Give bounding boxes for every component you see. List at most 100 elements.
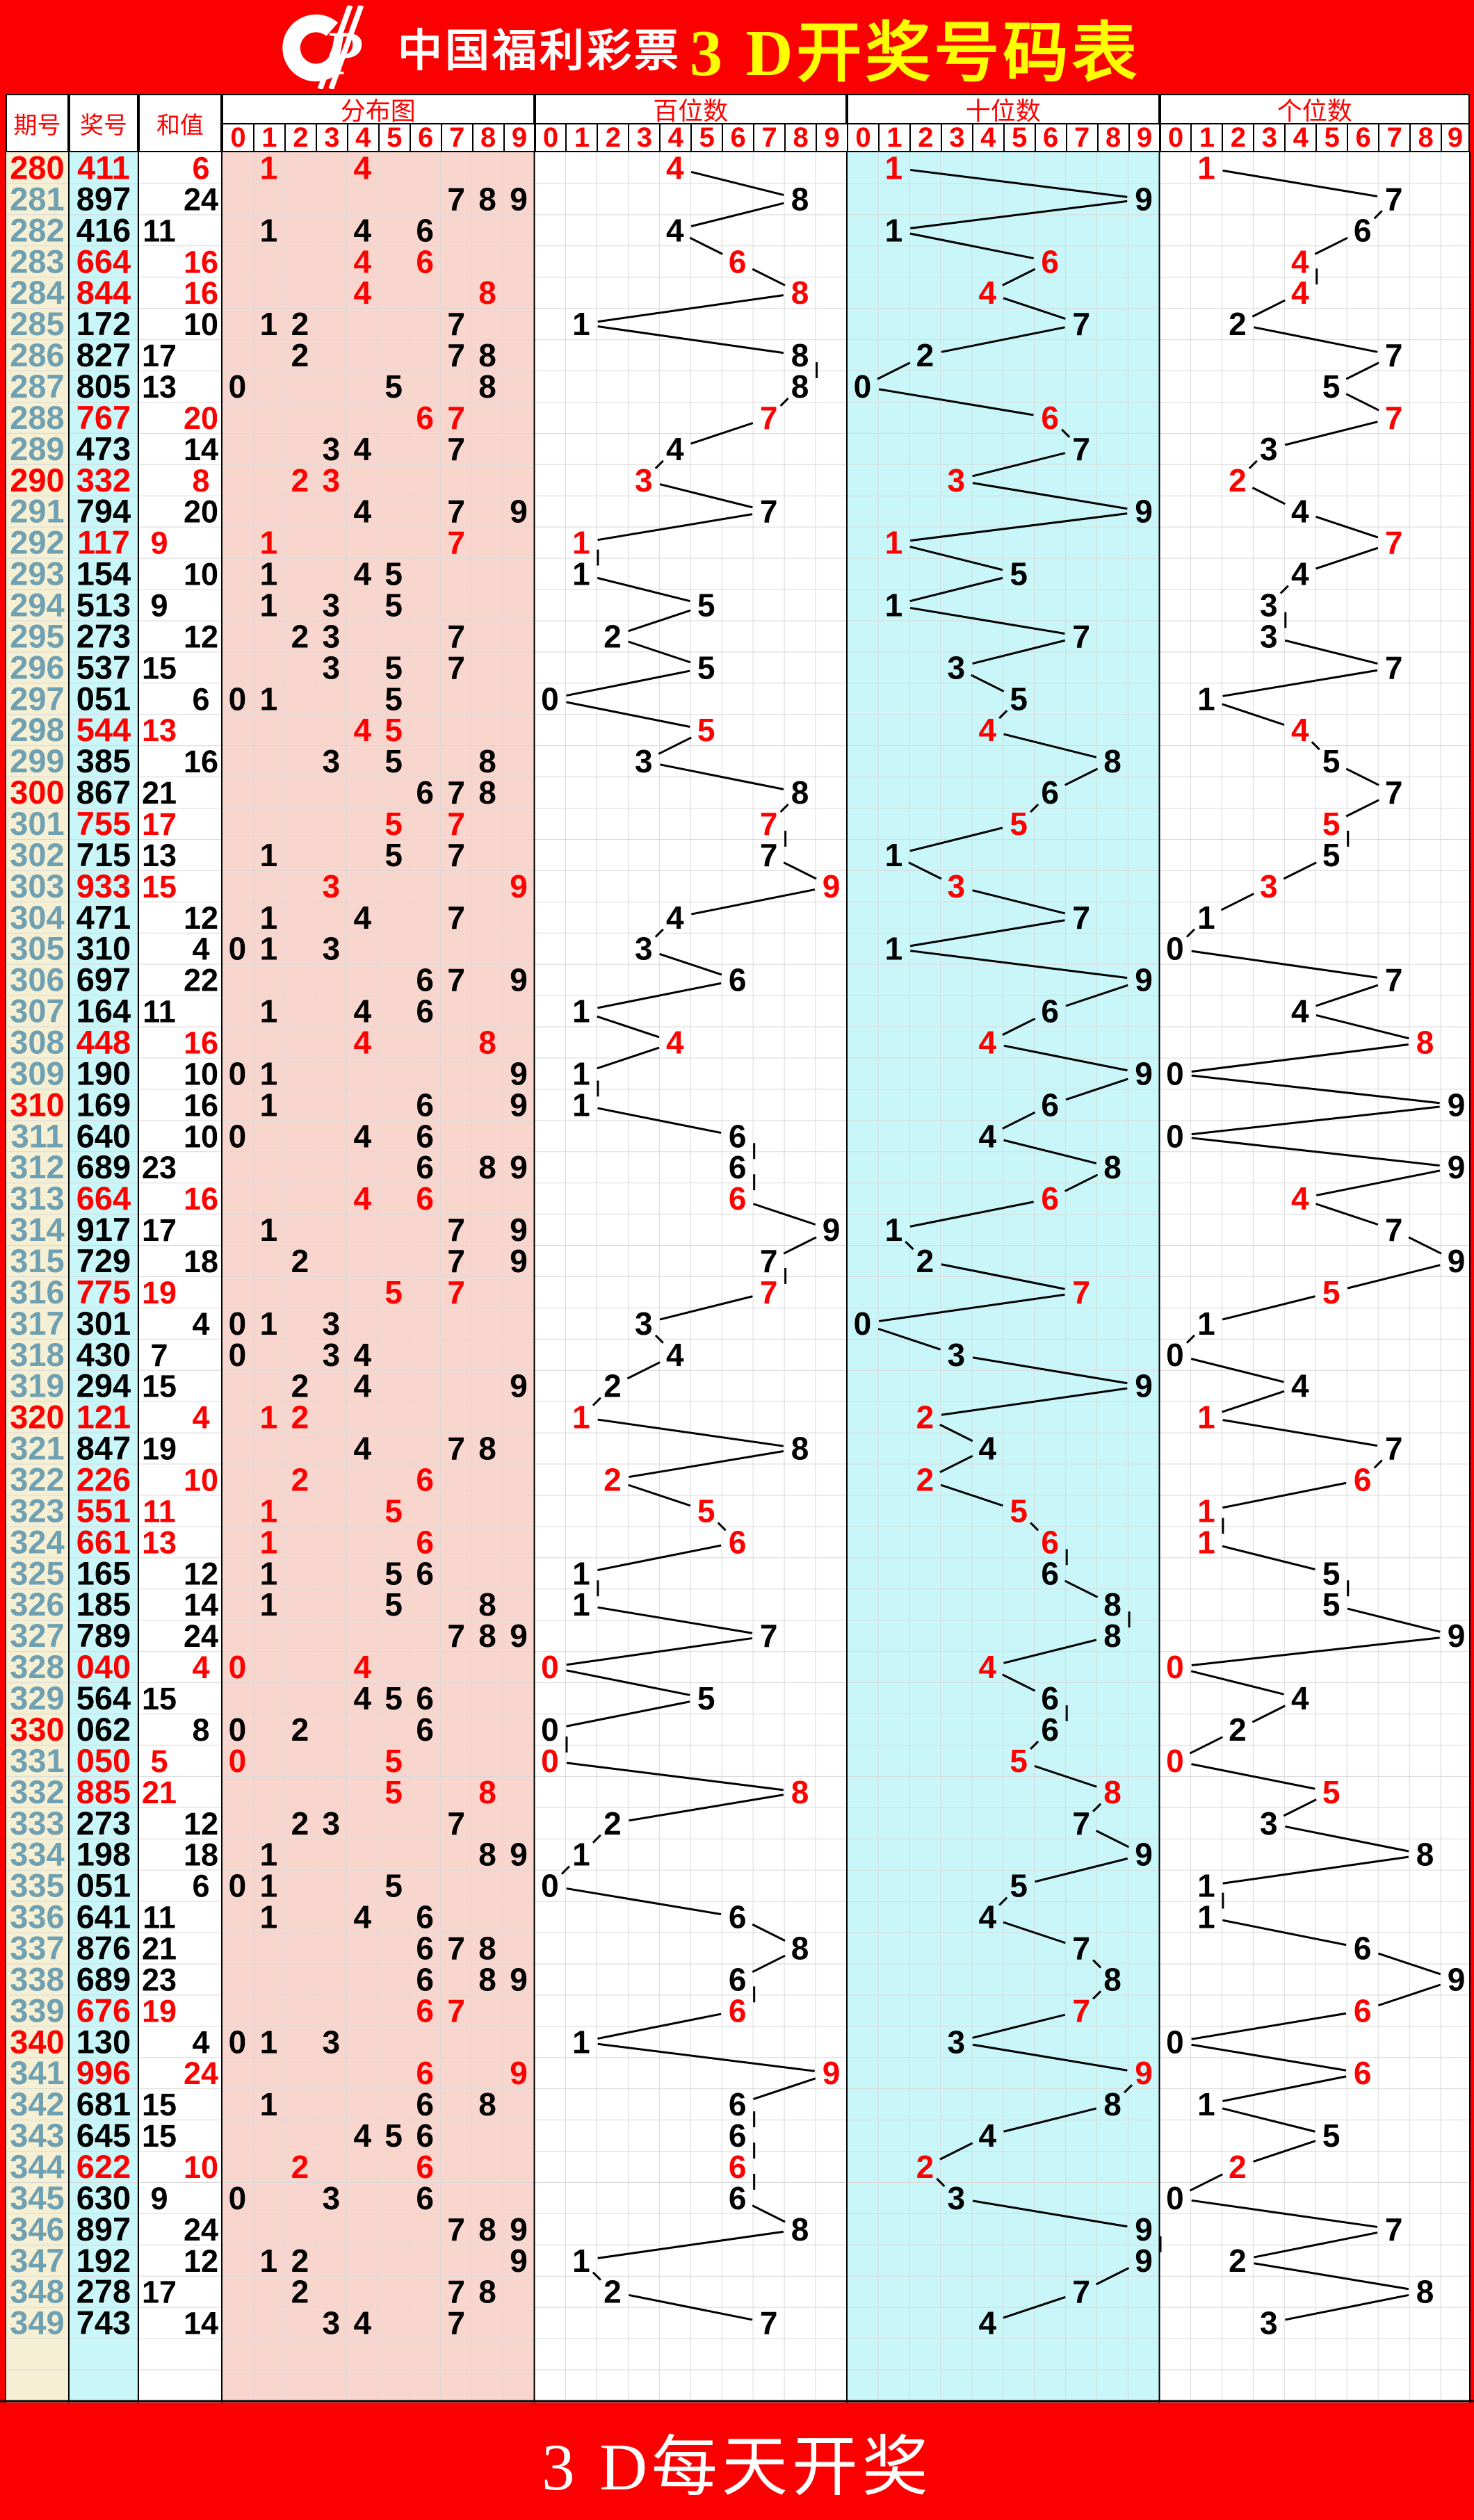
- period-value: 302: [10, 836, 64, 873]
- tens-mark: 3: [948, 649, 966, 685]
- distribution-mark: 1: [260, 900, 278, 936]
- distribution-mark: 6: [416, 1118, 434, 1154]
- distribution-mark: 1: [260, 2024, 278, 2060]
- hundreds-mark: 3: [635, 931, 653, 967]
- period-value: 330: [10, 1711, 64, 1748]
- tens-mark: 4: [978, 1431, 996, 1467]
- sum-value: 10: [184, 307, 218, 342]
- header-section-hundreds: 百位数: [534, 94, 847, 125]
- sum-value: 21: [142, 1775, 177, 1810]
- sum-value: 10: [184, 557, 218, 592]
- distribution-mark: 4: [353, 1431, 371, 1467]
- number-value: 192: [76, 2242, 131, 2279]
- distribution-mark: 4: [353, 152, 371, 186]
- digit-header-2: 2: [1222, 122, 1255, 153]
- distribution-mark: 2: [291, 462, 309, 498]
- units-mark: 8: [1416, 1837, 1434, 1873]
- distribution-mark: 5: [384, 556, 403, 592]
- hundreds-mark: 3: [635, 1306, 653, 1342]
- tens-mark: 9: [1135, 1368, 1153, 1404]
- distribution-mark: 1: [260, 1555, 278, 1591]
- china-welfare-lottery-logo-icon: P: [282, 6, 364, 89]
- sum-value: 12: [184, 900, 218, 936]
- tens-mark: 4: [978, 1025, 996, 1061]
- distribution-mark: 7: [447, 618, 465, 654]
- tens-mark: 3: [948, 2180, 966, 2216]
- period-value: 303: [10, 868, 64, 904]
- distribution-mark: 8: [478, 1586, 496, 1623]
- distribution-mark: 6: [416, 212, 434, 248]
- distribution-mark: 5: [384, 1743, 403, 1779]
- number-value: 040: [76, 1648, 131, 1685]
- distribution-mark: 7: [447, 525, 465, 561]
- distribution-mark: 4: [353, 1899, 371, 1935]
- hundreds-mark: 6: [729, 1118, 747, 1154]
- distribution-mark: 2: [291, 337, 309, 373]
- sum-value: 9: [150, 587, 168, 623]
- hundreds-mark: 8: [791, 774, 809, 811]
- distribution-mark: 9: [510, 1212, 528, 1248]
- hundreds-mark: 2: [604, 618, 622, 654]
- distribution-mark: 5: [384, 2117, 403, 2154]
- distribution-mark: 8: [478, 337, 496, 373]
- digit-header-0: 0: [1159, 122, 1192, 153]
- table-borders: [0, 152, 1474, 2403]
- units-mark: 1: [1197, 1493, 1215, 1529]
- hundreds-mark: 1: [572, 1055, 590, 1091]
- hundreds-mark: 9: [823, 2055, 841, 2091]
- sum-value: 16: [184, 1025, 218, 1061]
- period-value: 282: [10, 211, 64, 248]
- period-value: 314: [10, 1211, 64, 1248]
- number-value: 715: [76, 836, 131, 873]
- distribution-mark: 5: [384, 743, 403, 779]
- left-red-border: [0, 94, 6, 2403]
- distribution-mark: 7: [447, 900, 465, 936]
- distribution-mark: 0: [229, 931, 247, 967]
- sum-value: 19: [142, 1275, 177, 1310]
- period-value: 285: [10, 305, 64, 342]
- period-value: 321: [10, 1430, 64, 1467]
- period-value: 319: [10, 1367, 64, 1404]
- distribution-mark: 2: [291, 1399, 309, 1436]
- distribution-mark: 5: [384, 1868, 403, 1904]
- distribution-mark: 5: [384, 368, 403, 405]
- distribution-mark: 8: [478, 1025, 496, 1061]
- units-mark: 7: [1385, 649, 1403, 685]
- units-mark: 6: [1354, 212, 1372, 248]
- digit-header-9: 9: [1128, 122, 1161, 153]
- distribution-mark: 7: [447, 962, 465, 998]
- tens-mark: 5: [1010, 806, 1028, 842]
- hundreds-mark: 8: [791, 1431, 809, 1467]
- distribution-mark: 6: [416, 243, 434, 279]
- distribution-mark: 1: [260, 993, 278, 1030]
- number-value: 190: [76, 1055, 131, 1091]
- distribution-mark: 1: [260, 152, 278, 186]
- number-value: 121: [76, 1399, 131, 1436]
- units-mark: 7: [1385, 774, 1403, 811]
- distribution-mark: 8: [478, 1774, 496, 1810]
- hundreds-mark: 2: [604, 1805, 622, 1842]
- hundreds-mark: 0: [541, 1649, 559, 1685]
- distribution-mark: 0: [229, 1649, 247, 1685]
- tens-mark: 4: [978, 712, 996, 748]
- distribution-mark: 0: [229, 1337, 247, 1373]
- hundreds-mark: 6: [729, 962, 747, 998]
- digit-header-1: 1: [565, 122, 599, 153]
- tens-mark: 5: [1010, 681, 1028, 717]
- distribution-mark: 1: [260, 1899, 278, 1935]
- distribution-mark: 3: [323, 587, 341, 623]
- sum-value: 11: [143, 1493, 176, 1529]
- period-value: 286: [10, 336, 64, 373]
- distribution-mark: 7: [447, 1805, 465, 1842]
- distribution-mark: 6: [416, 993, 434, 1030]
- header-sum-label: 和值: [156, 113, 204, 139]
- sum-value: 17: [142, 1212, 177, 1248]
- number-value: 867: [76, 774, 131, 811]
- period-value: 348: [10, 2273, 64, 2310]
- hundreds-mark: 7: [760, 400, 778, 436]
- units-mark: 4: [1291, 1368, 1309, 1404]
- column-backgrounds: [6, 152, 1160, 2403]
- distribution-mark: 5: [384, 1586, 403, 1623]
- units-mark: 8: [1416, 1025, 1434, 1061]
- distribution-mark: 1: [260, 1493, 278, 1529]
